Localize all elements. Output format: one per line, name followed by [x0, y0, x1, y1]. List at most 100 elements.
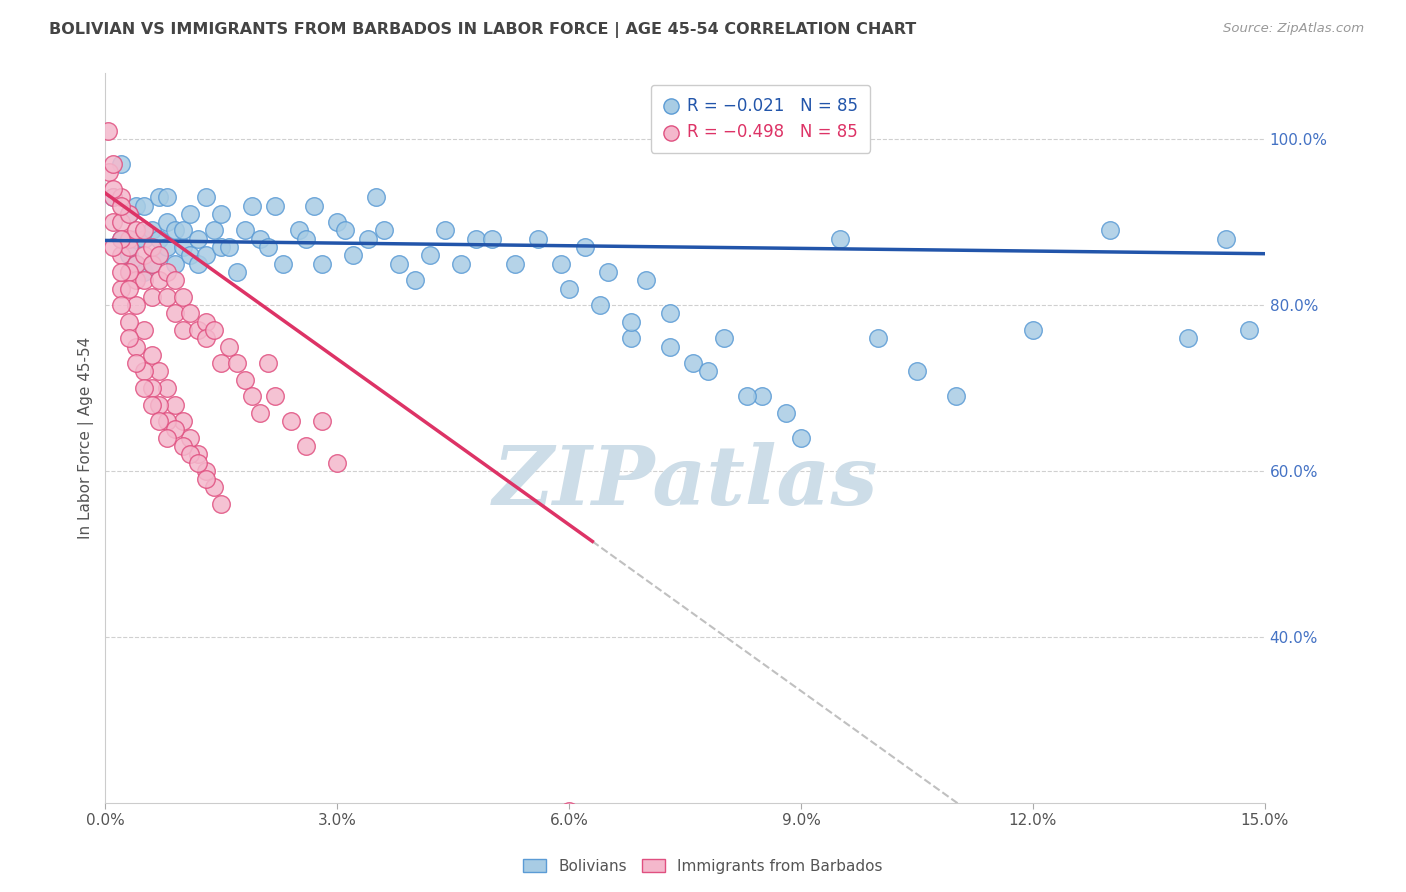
Point — [117, 331, 139, 345]
Point — [233, 373, 256, 387]
Point — [179, 431, 201, 445]
Point — [179, 207, 201, 221]
Point — [163, 422, 186, 436]
Point — [163, 223, 186, 237]
Point — [295, 439, 318, 453]
Point — [110, 298, 132, 312]
Point — [775, 406, 797, 420]
Point — [249, 232, 271, 246]
Point — [658, 340, 681, 354]
Point — [187, 232, 209, 246]
Point — [141, 223, 163, 237]
Point — [620, 331, 643, 345]
Point — [1239, 323, 1261, 337]
Point — [264, 389, 287, 403]
Point — [682, 356, 704, 370]
Point — [117, 207, 139, 221]
Point — [125, 273, 148, 287]
Point — [905, 364, 928, 378]
Point — [240, 199, 263, 213]
Point — [187, 257, 209, 271]
Point — [209, 207, 232, 221]
Point — [148, 398, 170, 412]
Point — [194, 331, 217, 345]
Point — [125, 223, 148, 237]
Point — [225, 356, 247, 370]
Point — [187, 447, 209, 461]
Point — [132, 273, 155, 287]
Point — [388, 257, 411, 271]
Text: ZIPatlas: ZIPatlas — [492, 442, 877, 522]
Point — [574, 240, 596, 254]
Point — [558, 281, 581, 295]
Point — [179, 447, 201, 461]
Point — [172, 414, 194, 428]
Point — [132, 223, 155, 237]
Legend: Bolivians, Immigrants from Barbados: Bolivians, Immigrants from Barbados — [517, 853, 889, 880]
Point — [280, 414, 302, 428]
Point — [194, 315, 217, 329]
Point — [156, 290, 179, 304]
Point — [132, 381, 155, 395]
Point — [481, 232, 503, 246]
Point — [735, 389, 758, 403]
Point — [295, 232, 318, 246]
Point — [194, 472, 217, 486]
Point — [620, 315, 643, 329]
Point — [202, 481, 225, 495]
Point — [101, 190, 124, 204]
Point — [240, 389, 263, 403]
Point — [233, 223, 256, 237]
Point — [110, 265, 132, 279]
Point — [125, 199, 148, 213]
Point — [945, 389, 967, 403]
Point — [287, 223, 309, 237]
Point — [110, 248, 132, 262]
Point — [172, 223, 194, 237]
Point — [636, 273, 658, 287]
Point — [179, 306, 201, 320]
Point — [172, 240, 194, 254]
Point — [1099, 223, 1122, 237]
Point — [125, 340, 148, 354]
Point — [110, 232, 132, 246]
Point — [110, 199, 132, 213]
Point — [148, 364, 170, 378]
Point — [465, 232, 488, 246]
Point — [117, 265, 139, 279]
Point — [156, 265, 179, 279]
Point — [256, 240, 278, 254]
Point — [434, 223, 457, 237]
Text: Source: ZipAtlas.com: Source: ZipAtlas.com — [1223, 22, 1364, 36]
Point — [163, 257, 186, 271]
Point — [202, 323, 225, 337]
Point — [751, 389, 773, 403]
Point — [596, 265, 619, 279]
Point — [156, 215, 179, 229]
Point — [218, 240, 240, 254]
Point — [125, 257, 148, 271]
Point — [1215, 232, 1237, 246]
Point — [256, 356, 278, 370]
Point — [209, 356, 232, 370]
Point — [172, 323, 194, 337]
Point — [148, 190, 170, 204]
Point — [117, 281, 139, 295]
Point — [141, 290, 163, 304]
Point — [172, 439, 194, 453]
Text: BOLIVIAN VS IMMIGRANTS FROM BARBADOS IN LABOR FORCE | AGE 45-54 CORRELATION CHAR: BOLIVIAN VS IMMIGRANTS FROM BARBADOS IN … — [49, 22, 917, 38]
Point — [148, 248, 170, 262]
Point — [503, 257, 526, 271]
Point — [101, 157, 124, 171]
Point — [156, 190, 179, 204]
Point — [101, 182, 124, 196]
Point — [141, 398, 163, 412]
Point — [658, 306, 681, 320]
Point — [125, 232, 148, 246]
Point — [148, 273, 170, 287]
Point — [311, 414, 333, 428]
Point — [163, 273, 186, 287]
Point — [117, 207, 139, 221]
Point — [342, 248, 364, 262]
Point — [110, 157, 132, 171]
